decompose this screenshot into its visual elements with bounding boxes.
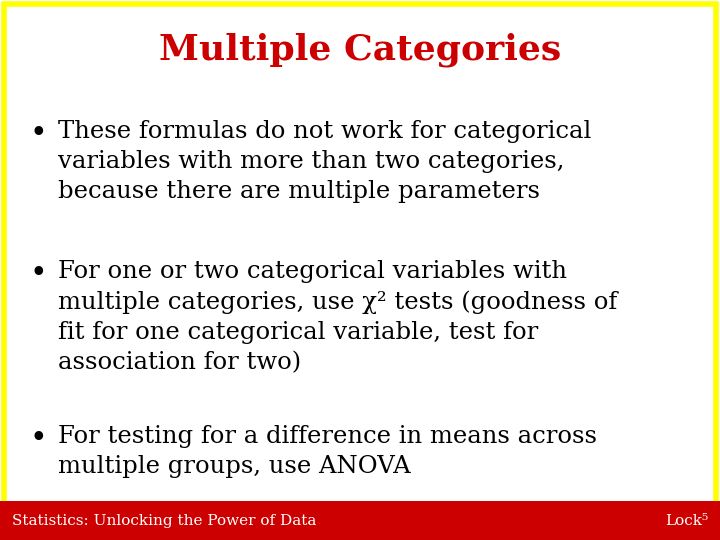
Bar	[0, 501, 720, 540]
Text: For one or two categorical variables with
multiple categories, use χ² tests (goo: For one or two categorical variables wit…	[58, 260, 617, 374]
Text: Multiple Categories: Multiple Categories	[159, 33, 561, 68]
Text: These formulas do not work for categorical
variables with more than two categori: These formulas do not work for categoric…	[58, 120, 591, 204]
Text: For testing for a difference in means across
multiple groups, use ANOVA: For testing for a difference in means ac…	[58, 425, 597, 478]
Text: Statistics: Unlocking the Power of Data: Statistics: Unlocking the Power of Data	[12, 514, 316, 528]
Text: •: •	[30, 120, 47, 148]
Text: •: •	[30, 260, 47, 288]
Text: Lock⁵: Lock⁵	[665, 514, 708, 528]
Text: •: •	[30, 425, 47, 453]
